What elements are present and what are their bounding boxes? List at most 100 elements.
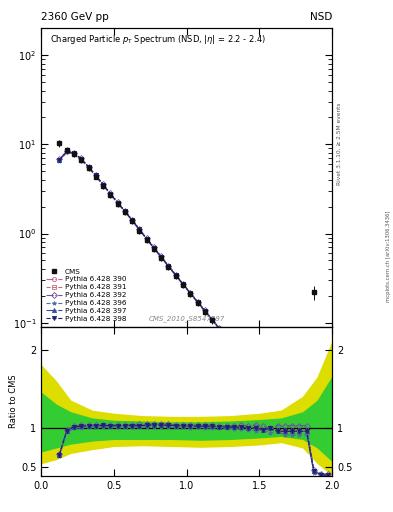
Pythia 6.428 397 [166,263,171,269]
Pythia 6.428 392 [173,271,178,278]
Pythia 6.428 398 [253,370,258,376]
Pythia 6.428 396 [79,157,84,163]
Pythia 6.428 392 [72,150,76,156]
Pythia 6.428 391 [312,436,316,442]
Pythia 6.428 397 [159,254,163,260]
Pythia 6.428 397 [181,281,185,287]
Pythia 6.428 396 [231,344,236,350]
Pythia 6.428 396 [275,399,280,405]
Line: Pythia 6.428 398: Pythia 6.428 398 [57,150,331,461]
Pythia 6.428 397 [304,429,309,435]
Pythia 6.428 396 [268,391,273,397]
Pythia 6.428 390 [275,399,280,405]
Pythia 6.428 396 [326,456,331,462]
Pythia 6.428 398 [239,352,244,358]
Pythia 6.428 392 [246,360,251,367]
Pythia 6.428 397 [268,388,273,394]
Pythia 6.428 390 [72,151,76,157]
Pythia 6.428 398 [283,405,287,411]
Pythia 6.428 391 [239,352,244,358]
Pythia 6.428 390 [101,182,105,188]
Pythia 6.428 398 [152,245,156,251]
Pythia 6.428 396 [72,151,76,157]
Pythia 6.428 398 [72,151,76,157]
Pythia 6.428 390 [86,164,91,170]
Pythia 6.428 390 [57,157,62,163]
Pythia 6.428 397 [319,444,323,451]
Pythia 6.428 398 [130,217,134,223]
Pythia 6.428 392 [304,429,309,435]
Pythia 6.428 398 [137,226,142,232]
Pythia 6.428 390 [253,370,258,376]
Pythia 6.428 390 [152,245,156,251]
Pythia 6.428 390 [246,361,251,368]
Pythia 6.428 390 [261,380,265,386]
Pythia 6.428 392 [115,199,120,205]
Pythia 6.428 398 [202,308,207,314]
Pythia 6.428 398 [101,182,105,188]
Pythia 6.428 392 [79,155,84,161]
Pythia 6.428 390 [108,190,113,197]
Pythia 6.428 392 [57,156,62,162]
Pythia 6.428 392 [159,253,163,260]
Pythia 6.428 398 [79,156,84,162]
Pythia 6.428 396 [64,150,69,156]
Pythia 6.428 398 [217,326,222,332]
Pythia 6.428 391 [202,308,207,314]
Pythia 6.428 390 [283,405,287,411]
Pythia 6.428 397 [123,208,127,214]
Pythia 6.428 397 [79,156,84,162]
Pythia 6.428 391 [210,317,215,323]
Pythia 6.428 391 [86,164,91,170]
Pythia 6.428 392 [319,444,323,451]
Pythia 6.428 396 [152,246,156,252]
Pythia 6.428 392 [94,172,98,178]
Pythia 6.428 392 [123,208,127,214]
Pythia 6.428 391 [123,208,127,214]
Pythia 6.428 391 [108,190,113,197]
Pythia 6.428 397 [246,361,251,368]
Pythia 6.428 390 [195,299,200,305]
Pythia 6.428 390 [297,423,302,429]
Pythia 6.428 391 [79,156,84,162]
Pythia 6.428 396 [188,291,193,297]
Pythia 6.428 398 [188,290,193,296]
Pythia 6.428 398 [319,444,323,451]
Pythia 6.428 392 [224,334,229,340]
Pythia 6.428 392 [217,325,222,331]
Pythia 6.428 397 [101,182,105,188]
Pythia 6.428 391 [253,370,258,376]
Pythia 6.428 396 [101,182,105,188]
Line: Pythia 6.428 397: Pythia 6.428 397 [57,150,331,461]
Y-axis label: Ratio to CMS: Ratio to CMS [9,375,18,429]
Pythia 6.428 390 [312,436,316,442]
Pythia 6.428 397 [239,352,244,358]
Pythia 6.428 391 [57,157,62,163]
Pythia 6.428 396 [159,254,163,261]
Pythia 6.428 392 [137,226,142,232]
Text: Rivet 3.1.10, ≥ 2.5M events: Rivet 3.1.10, ≥ 2.5M events [337,102,342,185]
Pythia 6.428 392 [166,263,171,269]
Pythia 6.428 398 [108,190,113,197]
Pythia 6.428 397 [64,148,69,155]
Pythia 6.428 398 [210,317,215,323]
Pythia 6.428 391 [217,326,222,332]
Pythia 6.428 398 [173,272,178,278]
Pythia 6.428 396 [137,227,142,233]
Pythia 6.428 392 [64,148,69,154]
Pythia 6.428 390 [188,290,193,296]
Pythia 6.428 390 [202,308,207,314]
Pythia 6.428 392 [86,163,91,169]
Pythia 6.428 391 [152,245,156,251]
Pythia 6.428 391 [173,272,178,278]
Pythia 6.428 398 [304,429,309,435]
Pythia 6.428 391 [94,173,98,179]
Pythia 6.428 392 [261,378,265,385]
Pythia 6.428 397 [86,164,91,170]
Line: Pythia 6.428 391: Pythia 6.428 391 [57,150,331,461]
Pythia 6.428 391 [290,413,294,419]
Pythia 6.428 390 [290,413,294,419]
Pythia 6.428 390 [268,388,273,394]
Pythia 6.428 391 [268,388,273,394]
Pythia 6.428 392 [195,298,200,305]
